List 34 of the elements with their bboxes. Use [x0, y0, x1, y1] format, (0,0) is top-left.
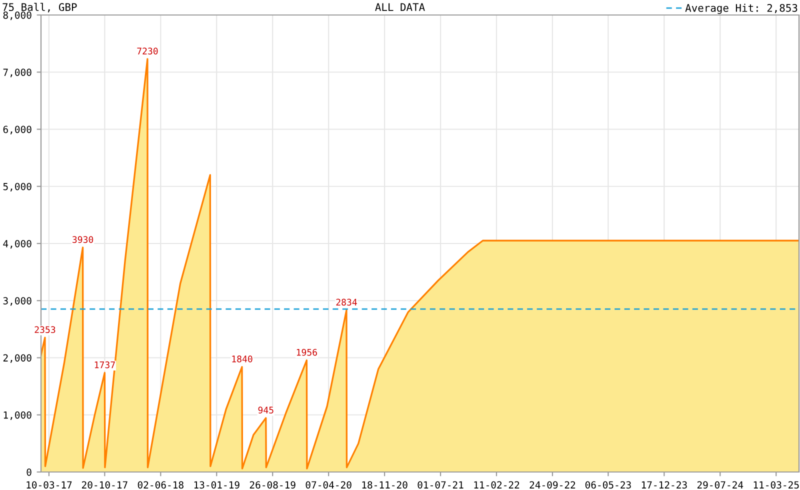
- x-tick-label: 29-07-24: [697, 481, 744, 489]
- x-tick-label: 07-04-20: [306, 481, 352, 489]
- y-tick-label: 4,000: [3, 240, 32, 249]
- annotation: 1737: [94, 361, 115, 368]
- y-tick-label: 2,000: [3, 354, 32, 363]
- y-tick-label: 0: [26, 468, 32, 476]
- x-tick-label: 10-03-17: [26, 481, 72, 489]
- legend-label: Average Hit: 2,853: [685, 4, 798, 14]
- annotation: 945: [258, 406, 274, 414]
- annotation: 1956: [296, 348, 317, 356]
- y-tick-label: 5,000: [3, 182, 32, 192]
- x-tick-label: 13-01-19: [194, 481, 240, 489]
- chart-title: 75 Ball, GBP: [2, 2, 77, 12]
- y-tick-label: 7,000: [3, 68, 32, 78]
- x-tick-label: 02-06-18: [138, 481, 184, 489]
- annotation: 2353: [34, 326, 56, 334]
- y-tick-label: 1,000: [4, 411, 32, 420]
- x-tick-label: 11-03-25: [754, 481, 799, 489]
- chart-subtitle: ALL DATA: [375, 3, 425, 11]
- x-tick-label: 24-09-22: [530, 481, 576, 489]
- annotation: 1840: [232, 356, 252, 362]
- x-tick-label: 01-07-21: [418, 481, 464, 489]
- y-tick-label: 3,000: [3, 297, 32, 306]
- x-tick-label: 11-02-22: [474, 481, 520, 489]
- x-tick-label: 17-12-23: [642, 481, 687, 489]
- x-tick-label: 06-05-23: [585, 481, 631, 489]
- annotation: 3930: [72, 236, 94, 243]
- x-tick-label: 18-11-20: [362, 481, 408, 489]
- y-tick-label: 6,000: [3, 126, 32, 134]
- y-tick-label: 8,000: [3, 12, 32, 20]
- annotation: 2834: [336, 298, 357, 306]
- x-tick-label: 20-10-17: [82, 481, 128, 489]
- annotation: 7230: [137, 48, 158, 54]
- x-tick-label: 26-08-19: [250, 481, 296, 489]
